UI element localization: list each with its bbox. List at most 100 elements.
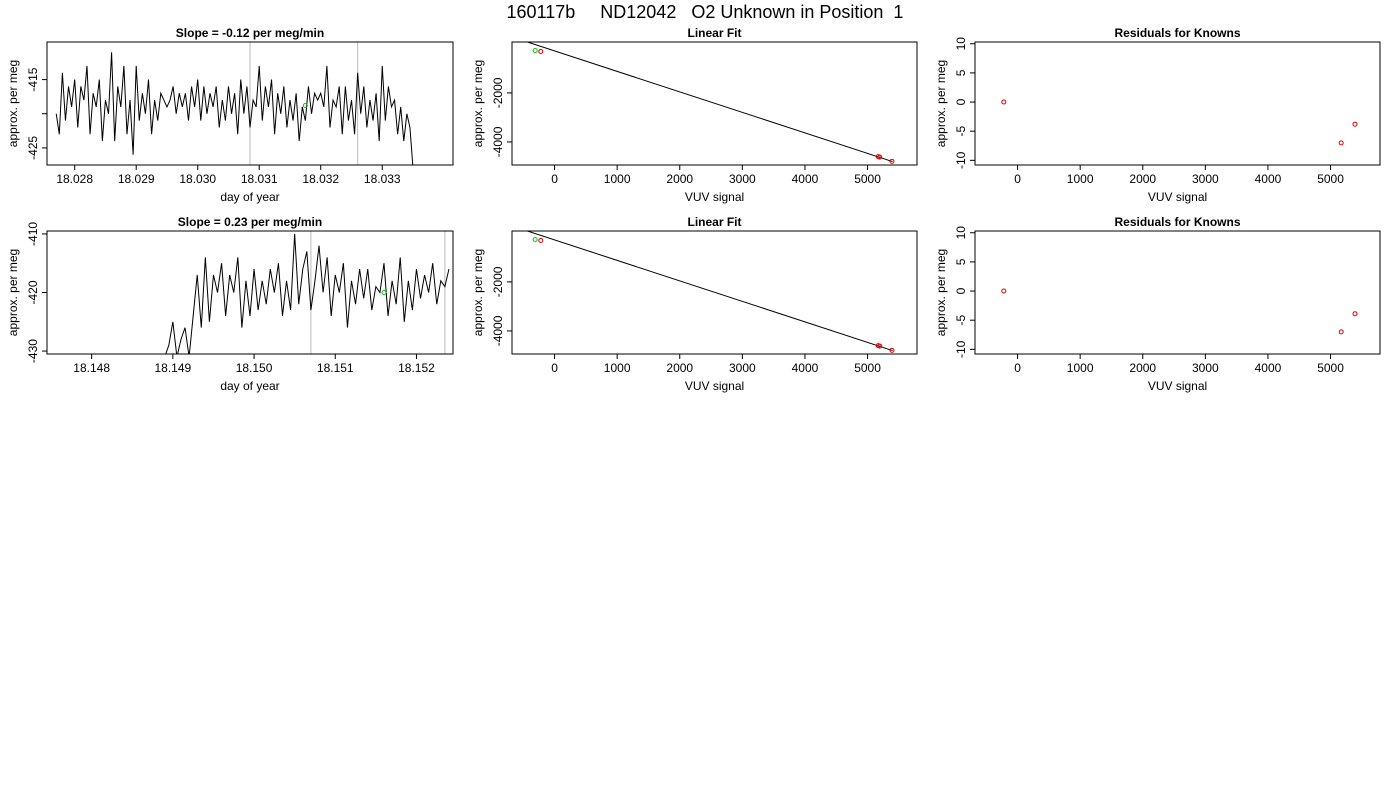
x-axis-label: day of year xyxy=(220,190,279,204)
x-axis-label: VUV signal xyxy=(1148,379,1207,393)
x-tick-label: 18.150 xyxy=(236,361,273,375)
panel-res1: Residuals for Knowns 0 1000 2000 3000 4000 500… xyxy=(934,26,1381,204)
x-tick-label: 5000 xyxy=(1317,172,1344,186)
x-tick-label: 18.033 xyxy=(364,172,401,186)
x-tick-label: 18.151 xyxy=(317,361,354,375)
y-tick-label: -2000 xyxy=(491,77,505,108)
y-tick-label: 5 xyxy=(954,69,968,76)
red-point xyxy=(889,158,895,164)
panel-title: Residuals for Knowns xyxy=(1114,26,1240,40)
panel-title: Linear Fit xyxy=(687,215,741,229)
figure-title: 160117b ND12042 O2 Unknown in Position 1 xyxy=(506,2,904,22)
red-point xyxy=(1352,121,1358,127)
red-point xyxy=(1001,288,1007,294)
x-tick-label: 0 xyxy=(1014,172,1021,186)
green-point xyxy=(381,290,387,295)
plot-frame xyxy=(46,41,454,166)
y-tick-label: -4000 xyxy=(491,126,505,157)
red-point xyxy=(1338,140,1344,146)
x-tick-label: 2000 xyxy=(1129,361,1156,375)
y-tick-label: -10 xyxy=(954,340,968,358)
y-tick-label: -425 xyxy=(26,136,40,160)
y-tick-label: 10 xyxy=(954,37,968,51)
y-tick-label: -420 xyxy=(26,280,40,304)
red-point xyxy=(1352,311,1358,317)
fit-line xyxy=(525,42,893,163)
y-axis-label: approx. per meg xyxy=(471,249,485,336)
series-line xyxy=(55,52,414,165)
y-tick-label: 0 xyxy=(954,98,968,105)
red-point xyxy=(538,237,544,243)
x-tick-label: 18.149 xyxy=(155,361,192,375)
y-tick-label: -5 xyxy=(954,315,968,326)
x-tick-label: 18.032 xyxy=(302,172,339,186)
y-tick-label: 0 xyxy=(954,287,968,294)
x-tick-label: 3000 xyxy=(1192,172,1219,186)
x-tick-label: 2000 xyxy=(1129,172,1156,186)
x-tick-label: 4000 xyxy=(792,361,819,375)
plot-frame xyxy=(46,230,454,355)
red-point xyxy=(889,347,895,353)
panel-title: Slope = 0.23 per meg/min xyxy=(178,215,322,229)
x-axis-label: day of year xyxy=(220,379,279,393)
y-axis-label: approx. per meg xyxy=(934,249,948,336)
plot-frame xyxy=(511,41,918,166)
plot-area xyxy=(525,231,895,353)
x-tick-label: 3000 xyxy=(729,172,756,186)
panel-res2: Residuals for Knowns 0 1000 2000 3000 4000 500… xyxy=(934,215,1381,393)
x-tick-label: 5000 xyxy=(854,172,881,186)
x-tick-label: 18.030 xyxy=(179,172,216,186)
y-tick-label: 5 xyxy=(954,258,968,265)
x-tick-label: 1000 xyxy=(604,361,631,375)
x-tick-label: 5000 xyxy=(1317,361,1344,375)
plot-area xyxy=(165,231,450,354)
panel-fit2: Linear Fit 0 1000 2000 3000 4000 5000 -4000 -200… xyxy=(471,215,918,393)
panel-ts2: Slope = 0.23 per meg/min 18.148 18.149 18.1… xyxy=(6,215,454,393)
x-tick-label: 18.152 xyxy=(398,361,435,375)
x-tick-label: 1000 xyxy=(604,172,631,186)
fit-line xyxy=(525,231,893,352)
x-tick-label: 0 xyxy=(551,361,558,375)
plot-area xyxy=(55,42,414,165)
panel-title: Residuals for Knowns xyxy=(1114,215,1240,229)
x-axis-label: VUV signal xyxy=(685,190,744,204)
y-tick-label: -10 xyxy=(954,151,968,169)
panel-title: Linear Fit xyxy=(687,26,741,40)
panel-title: Slope = -0.12 per meg/min xyxy=(176,26,324,40)
panel-fit1: Linear Fit 0 1000 2000 3000 4000 5000 -4000 -200… xyxy=(471,26,918,204)
x-tick-label: 18.029 xyxy=(118,172,155,186)
x-tick-label: 0 xyxy=(1014,361,1021,375)
red-point xyxy=(1338,329,1344,335)
red-point xyxy=(1001,99,1007,105)
plot-frame xyxy=(511,230,918,355)
y-tick-label: -2000 xyxy=(491,266,505,297)
plot-area xyxy=(1001,288,1358,335)
plot-frame xyxy=(974,230,1381,355)
x-tick-label: 2000 xyxy=(666,172,693,186)
y-tick-label: -415 xyxy=(26,67,40,91)
y-tick-label: -430 xyxy=(26,339,40,363)
x-tick-label: 1000 xyxy=(1067,361,1094,375)
x-axis-label: VUV signal xyxy=(685,379,744,393)
y-axis-label: approx. per meg xyxy=(471,60,485,147)
x-tick-label: 4000 xyxy=(792,172,819,186)
y-tick-label: -5 xyxy=(954,126,968,137)
x-tick-label: 3000 xyxy=(1192,361,1219,375)
x-tick-label: 0 xyxy=(551,172,558,186)
plot-area xyxy=(525,42,895,164)
plot-area xyxy=(1001,99,1358,146)
x-tick-label: 18.148 xyxy=(73,361,110,375)
red-point xyxy=(877,154,883,160)
y-axis-label: approx. per meg xyxy=(6,60,20,147)
red-point xyxy=(877,343,883,349)
y-tick-label: 10 xyxy=(954,226,968,240)
series-line xyxy=(165,233,450,354)
x-axis-label: VUV signal xyxy=(1148,190,1207,204)
plot-frame xyxy=(974,41,1381,166)
y-tick-label: -410 xyxy=(26,222,40,246)
green-point xyxy=(532,47,538,53)
x-tick-label: 18.031 xyxy=(241,172,278,186)
y-axis-label: approx. per meg xyxy=(6,249,20,336)
x-tick-label: 4000 xyxy=(1255,172,1282,186)
